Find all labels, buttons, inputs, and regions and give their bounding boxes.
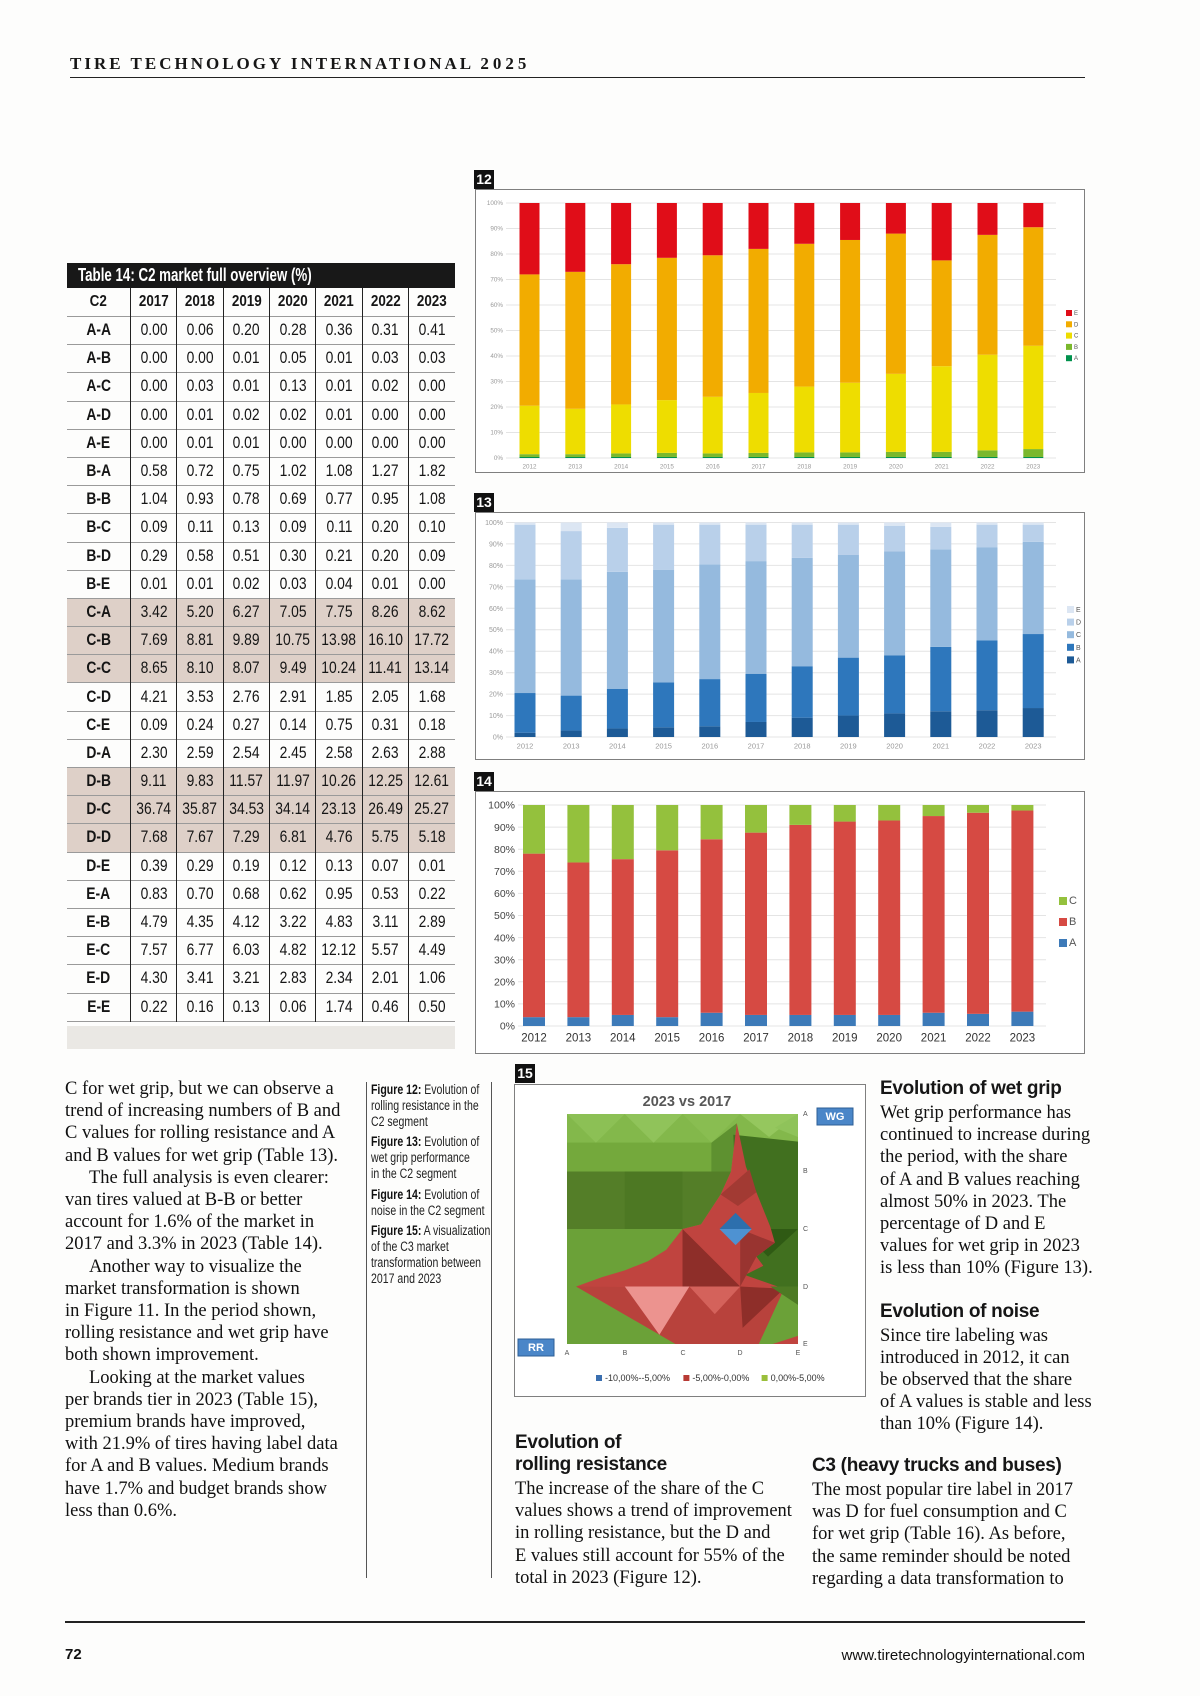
svg-text:80%: 80% (494, 844, 515, 856)
svg-text:-10,00%--5,00%: -10,00%--5,00% (605, 1373, 670, 1383)
svg-text:2018: 2018 (797, 463, 812, 470)
svg-text:2021: 2021 (921, 1033, 947, 1045)
svg-text:0%: 0% (500, 1021, 515, 1033)
svg-text:C: C (1069, 895, 1077, 907)
svg-text:2012: 2012 (521, 1033, 547, 1045)
svg-text:50%: 50% (494, 910, 515, 922)
svg-text:2019: 2019 (832, 1033, 858, 1045)
svg-text:40%: 40% (490, 353, 503, 360)
svg-text:2016: 2016 (701, 742, 718, 751)
svg-text:2014: 2014 (614, 463, 629, 470)
svg-text:2022: 2022 (965, 1033, 991, 1045)
svg-text:RR: RR (528, 1342, 544, 1354)
svg-text:10%: 10% (490, 430, 503, 437)
svg-text:C: C (680, 1350, 685, 1357)
svg-text:2012: 2012 (522, 463, 537, 470)
svg-text:100%: 100% (488, 800, 515, 812)
svg-text:D: D (1074, 322, 1079, 328)
svg-text:B: B (1076, 645, 1081, 652)
svg-text:90%: 90% (494, 822, 515, 834)
svg-text:C: C (1074, 334, 1079, 340)
svg-text:10%: 10% (494, 999, 515, 1011)
svg-text:C: C (1076, 632, 1081, 639)
svg-text:30%: 30% (489, 670, 503, 677)
svg-text:80%: 80% (489, 563, 503, 570)
svg-text:2015: 2015 (654, 1033, 680, 1045)
svg-text:D: D (1076, 620, 1081, 627)
svg-text:60%: 60% (489, 606, 503, 613)
svg-text:2021: 2021 (932, 742, 949, 751)
svg-text:2016: 2016 (706, 463, 721, 470)
svg-text:B: B (1074, 345, 1078, 351)
svg-text:2020: 2020 (876, 1033, 902, 1045)
svg-text:0,00%-5,00%: 0,00%-5,00% (771, 1373, 825, 1383)
svg-text:2014: 2014 (609, 742, 626, 751)
svg-text:2013: 2013 (563, 742, 580, 751)
svg-text:60%: 60% (494, 888, 515, 900)
svg-text:2023: 2023 (1025, 742, 1042, 751)
svg-text:2022: 2022 (979, 742, 996, 751)
svg-text:2018: 2018 (788, 1033, 814, 1045)
svg-text:30%: 30% (494, 954, 515, 966)
svg-text:A: A (1076, 657, 1081, 664)
svg-text:B: B (623, 1350, 628, 1357)
svg-text:0%: 0% (493, 734, 503, 741)
svg-text:B: B (1069, 916, 1076, 928)
svg-text:50%: 50% (490, 328, 503, 335)
svg-text:2019: 2019 (843, 463, 858, 470)
svg-text:100%: 100% (487, 200, 504, 207)
svg-text:E: E (796, 1350, 801, 1357)
svg-text:2019: 2019 (840, 742, 857, 751)
svg-text:90%: 90% (490, 226, 503, 233)
svg-text:40%: 40% (494, 932, 515, 944)
svg-text:10%: 10% (489, 713, 503, 720)
svg-text:D: D (737, 1350, 742, 1357)
svg-text:2012: 2012 (517, 742, 534, 751)
svg-text:0%: 0% (494, 455, 504, 462)
svg-text:E: E (1074, 311, 1078, 317)
svg-text:80%: 80% (490, 251, 503, 258)
svg-text:50%: 50% (489, 627, 503, 634)
svg-text:2014: 2014 (610, 1033, 636, 1045)
svg-text:70%: 70% (490, 277, 503, 284)
svg-text:2023: 2023 (1026, 463, 1041, 470)
svg-text:D: D (803, 1284, 808, 1291)
svg-text:2020: 2020 (886, 742, 903, 751)
svg-text:20%: 20% (490, 404, 503, 411)
svg-text:20%: 20% (494, 977, 515, 989)
svg-text:E: E (803, 1341, 808, 1348)
svg-text:-5,00%-0,00%: -5,00%-0,00% (692, 1373, 749, 1383)
svg-text:2013: 2013 (568, 463, 583, 470)
svg-text:A: A (803, 1111, 808, 1118)
svg-text:2015: 2015 (655, 742, 672, 751)
svg-text:2023 vs 2017: 2023 vs 2017 (643, 1094, 732, 1110)
svg-text:2023: 2023 (1010, 1033, 1036, 1045)
svg-text:A: A (565, 1350, 570, 1357)
svg-text:2020: 2020 (889, 463, 904, 470)
svg-text:2013: 2013 (566, 1033, 592, 1045)
svg-text:2021: 2021 (935, 463, 950, 470)
svg-text:70%: 70% (494, 866, 515, 878)
svg-text:60%: 60% (490, 302, 503, 309)
svg-text:A: A (1074, 356, 1078, 362)
svg-text:70%: 70% (489, 584, 503, 591)
svg-text:2018: 2018 (794, 742, 811, 751)
svg-text:30%: 30% (490, 379, 503, 386)
svg-text:100%: 100% (485, 520, 503, 527)
svg-text:2017: 2017 (748, 742, 765, 751)
svg-text:C: C (803, 1226, 808, 1233)
svg-text:20%: 20% (489, 692, 503, 699)
svg-text:E: E (1076, 607, 1081, 614)
svg-text:40%: 40% (489, 649, 503, 656)
svg-text:90%: 90% (489, 541, 503, 548)
svg-text:B: B (803, 1168, 808, 1175)
svg-text:WG: WG (826, 1111, 845, 1123)
svg-text:2016: 2016 (699, 1033, 725, 1045)
svg-text:2015: 2015 (660, 463, 675, 470)
svg-text:A: A (1069, 937, 1077, 949)
svg-text:2022: 2022 (980, 463, 995, 470)
svg-text:2017: 2017 (751, 463, 766, 470)
svg-text:2017: 2017 (743, 1033, 769, 1045)
